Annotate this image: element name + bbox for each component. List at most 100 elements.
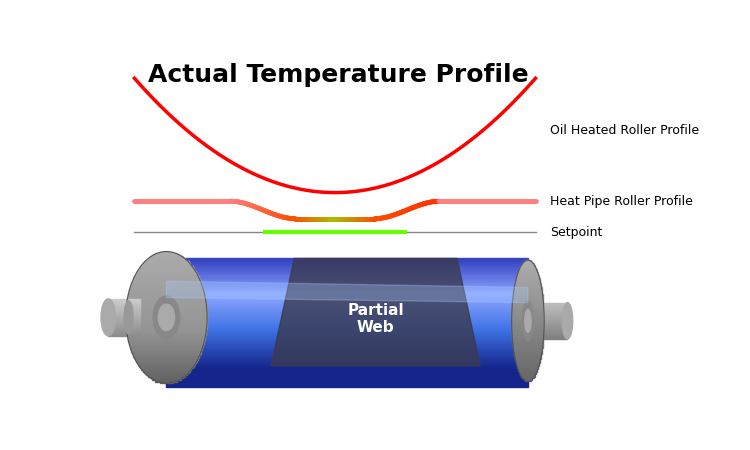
Bar	[128, 294, 205, 296]
Bar	[512, 312, 544, 313]
Bar	[130, 347, 203, 349]
Bar	[132, 352, 201, 354]
Bar	[166, 321, 528, 323]
Bar	[512, 325, 544, 327]
Bar	[127, 301, 206, 302]
Bar	[129, 289, 203, 291]
Bar	[514, 284, 541, 286]
Bar	[518, 369, 538, 371]
Bar	[128, 297, 206, 299]
Text: Heat Pipe Roller Profile: Heat Pipe Roller Profile	[550, 195, 693, 208]
Bar	[141, 265, 191, 266]
Bar	[166, 298, 528, 300]
Bar	[544, 315, 568, 317]
Bar	[166, 276, 528, 278]
Bar	[518, 271, 538, 272]
Bar	[166, 329, 528, 331]
Bar	[166, 360, 528, 361]
Bar	[129, 342, 204, 344]
Bar	[514, 288, 541, 289]
Bar	[166, 278, 528, 279]
Ellipse shape	[153, 296, 180, 339]
Bar	[513, 297, 543, 298]
Bar	[139, 365, 194, 367]
Bar	[166, 318, 528, 320]
Bar	[166, 323, 528, 324]
Bar	[166, 385, 528, 387]
Bar	[544, 324, 568, 326]
Bar	[522, 377, 533, 378]
Bar	[155, 253, 178, 255]
Bar	[166, 351, 528, 353]
Ellipse shape	[101, 299, 115, 336]
Bar	[526, 260, 530, 262]
Bar	[544, 319, 568, 321]
Bar	[166, 369, 528, 371]
Bar	[544, 337, 568, 339]
Bar	[516, 360, 540, 362]
Bar	[128, 296, 205, 297]
Bar	[131, 283, 201, 284]
Bar	[127, 332, 206, 334]
Bar	[544, 328, 568, 330]
Bar	[108, 302, 140, 305]
Bar	[166, 361, 528, 363]
Bar	[518, 368, 538, 369]
Bar	[166, 297, 528, 298]
Bar	[512, 328, 544, 330]
Bar	[131, 284, 202, 286]
Bar	[514, 351, 542, 353]
Bar	[166, 266, 528, 268]
Bar	[518, 272, 538, 274]
Bar	[526, 380, 530, 382]
Bar	[108, 306, 140, 308]
Bar	[512, 338, 544, 339]
Bar	[512, 324, 544, 325]
Bar	[512, 320, 544, 321]
Bar	[166, 353, 528, 355]
Bar	[166, 302, 528, 303]
Bar	[166, 332, 528, 334]
Bar	[126, 312, 207, 314]
Bar	[166, 327, 528, 329]
Bar	[512, 327, 544, 328]
Bar	[516, 279, 540, 280]
Bar	[127, 304, 206, 306]
Bar	[155, 380, 178, 382]
Bar	[166, 261, 528, 263]
Bar	[136, 271, 196, 273]
Bar	[512, 315, 544, 316]
Bar	[152, 255, 181, 256]
Bar	[108, 314, 140, 315]
Bar	[544, 314, 568, 315]
Bar	[517, 363, 539, 365]
Bar	[166, 366, 528, 367]
Bar	[166, 346, 528, 348]
Bar	[166, 315, 528, 316]
Bar	[519, 269, 537, 271]
Bar	[512, 334, 544, 336]
Bar	[512, 304, 544, 306]
Bar	[513, 343, 543, 345]
Bar	[136, 362, 196, 364]
Bar	[514, 356, 541, 357]
Ellipse shape	[158, 304, 175, 330]
Bar	[108, 315, 140, 317]
Polygon shape	[166, 281, 528, 302]
Bar	[132, 281, 201, 283]
Bar	[126, 321, 207, 322]
Bar	[513, 342, 543, 343]
Bar	[108, 312, 140, 314]
Bar	[544, 306, 568, 308]
Bar	[514, 292, 542, 293]
Bar	[108, 310, 140, 312]
Bar	[512, 330, 544, 331]
Bar	[512, 341, 543, 342]
Bar	[521, 265, 535, 266]
Bar	[166, 343, 528, 345]
Bar	[512, 310, 544, 312]
Bar	[126, 324, 207, 325]
Bar	[130, 286, 203, 288]
Bar	[148, 375, 185, 377]
Bar	[166, 311, 528, 313]
